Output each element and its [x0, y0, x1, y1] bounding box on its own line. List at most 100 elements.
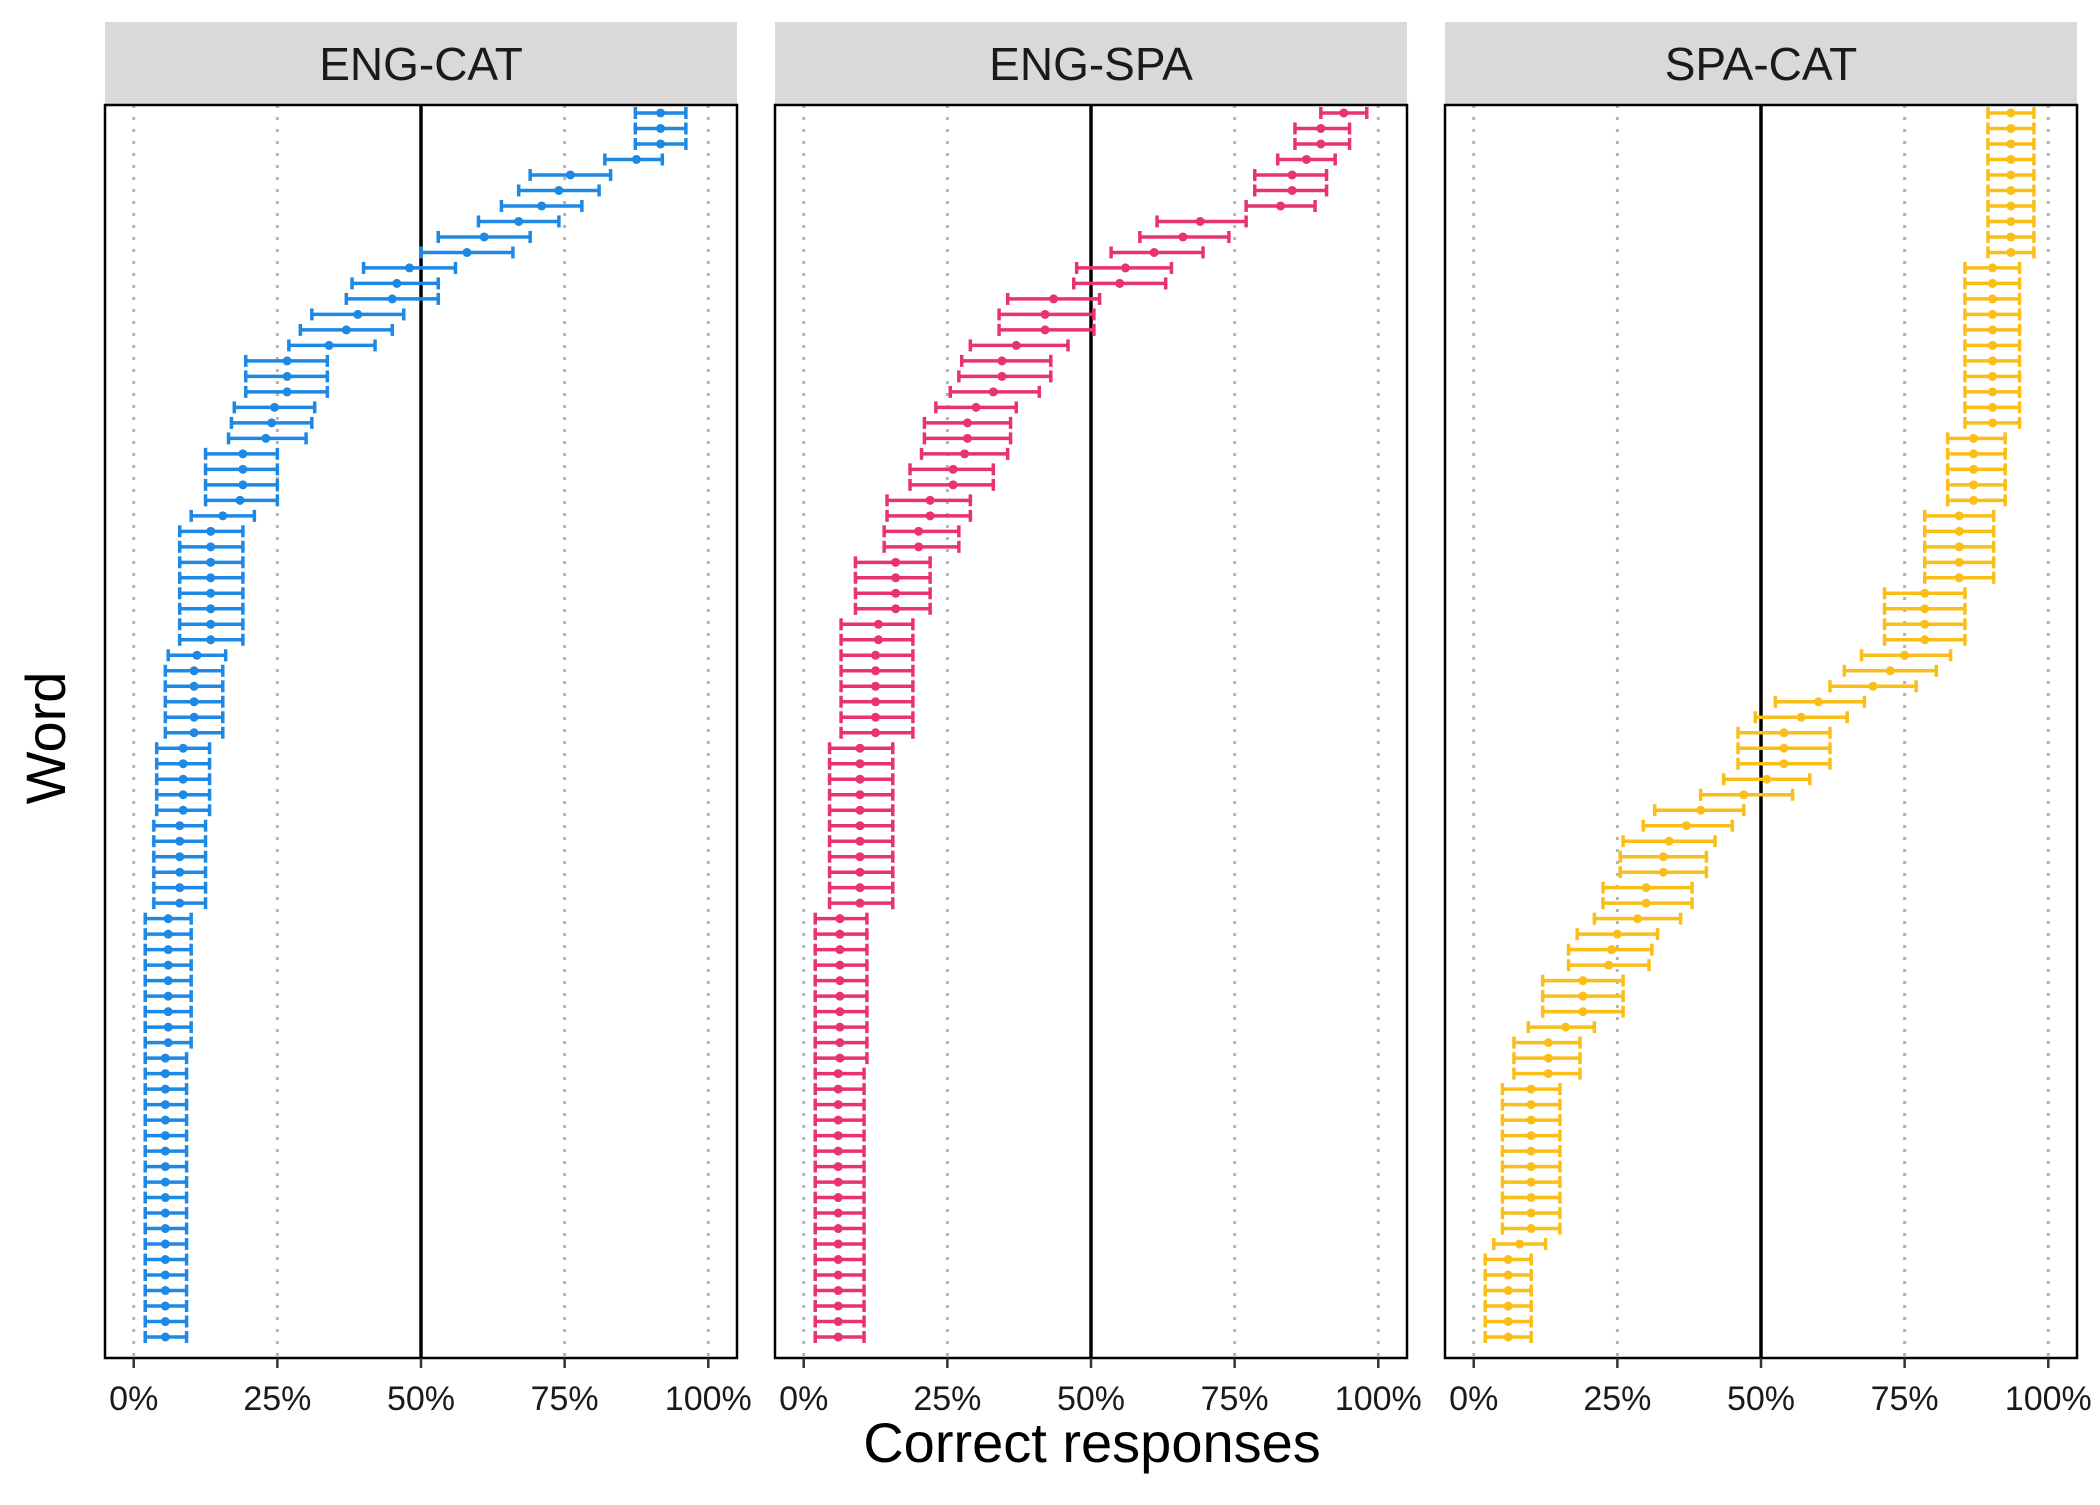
errorbar-mark: [813, 1036, 869, 1049]
data-point: [833, 1069, 843, 1079]
errorbar-mark: [152, 897, 208, 910]
errorbar-mark: [813, 928, 869, 941]
data-point: [656, 108, 666, 118]
data-point: [235, 495, 245, 505]
data-point: [833, 1332, 843, 1342]
errorbar-mark: [813, 1114, 866, 1127]
errorbar-mark: [516, 184, 601, 197]
errorbar-mark: [143, 943, 193, 956]
facet-strip: [775, 22, 1407, 105]
errorbar-mark: [1500, 1176, 1562, 1189]
errorbar-mark: [813, 943, 869, 956]
data-point: [163, 945, 173, 955]
data-point: [948, 464, 958, 474]
data-point: [891, 604, 901, 614]
data-point: [1503, 1317, 1513, 1327]
errorbar-mark: [1500, 1191, 1562, 1204]
errorbar-mark: [908, 463, 996, 476]
errorbar-mark: [154, 788, 212, 801]
data-point: [871, 728, 881, 738]
errorbar-mark: [203, 494, 280, 507]
data-point: [206, 588, 216, 598]
data-point: [2006, 232, 2016, 242]
errorbar-mark: [361, 261, 458, 274]
errorbar-mark: [885, 509, 973, 522]
errorbar-mark: [528, 168, 613, 181]
data-point: [160, 1193, 170, 1203]
data-point: [1316, 139, 1326, 149]
errorbar-mark: [827, 850, 895, 863]
facet-strip-label: ENG-SPA: [989, 38, 1193, 90]
errorbar-mark: [476, 215, 561, 228]
errorbar-mark: [154, 742, 212, 755]
data-point: [238, 449, 248, 459]
errorbar-mark: [1512, 1036, 1582, 1049]
errorbar-mark: [244, 385, 330, 398]
x-tick-label: 100%: [1335, 1380, 1422, 1418]
errorbar-mark: [203, 478, 280, 491]
data-point: [282, 387, 292, 397]
data-point: [160, 1053, 170, 1063]
errorbar-mark: [1986, 246, 2036, 259]
errorbar-mark: [1005, 292, 1102, 305]
data-point: [1526, 1131, 1536, 1141]
data-point: [1954, 542, 1964, 552]
data-point: [163, 914, 173, 924]
errorbar-mark: [203, 463, 280, 476]
errorbar-mark: [143, 1176, 189, 1189]
data-point: [554, 185, 564, 195]
data-point: [833, 1084, 843, 1094]
data-point: [833, 1115, 843, 1125]
data-point: [1920, 604, 1930, 614]
data-point: [835, 1053, 845, 1063]
data-point: [1178, 232, 1188, 242]
x-tick-label: 25%: [1583, 1380, 1651, 1418]
errorbar-mark: [827, 881, 895, 894]
errorbar-mark: [163, 680, 225, 693]
data-point: [997, 356, 1007, 366]
errorbar-mark: [1986, 184, 2036, 197]
data-point: [1779, 743, 1789, 753]
data-point: [855, 852, 865, 862]
errorbar-mark: [1922, 525, 1996, 538]
errorbar-mark: [436, 230, 532, 243]
data-point: [1287, 185, 1297, 195]
x-tick-label: 25%: [913, 1380, 981, 1418]
data-point: [1526, 1162, 1536, 1172]
errorbar-mark: [633, 107, 688, 119]
errorbar-mark: [1945, 463, 2007, 476]
errorbar-mark: [813, 1052, 869, 1065]
errorbar-mark: [143, 1052, 189, 1065]
data-point: [873, 619, 883, 629]
data-point: [160, 1224, 170, 1234]
data-point: [914, 526, 924, 536]
errorbar-mark: [603, 153, 665, 166]
data-point: [1526, 1193, 1536, 1203]
errorbar-mark: [229, 416, 314, 429]
data-point: [163, 991, 173, 1001]
errorbar-mark: [1492, 1238, 1548, 1251]
data-point: [479, 232, 489, 242]
data-point: [835, 1038, 845, 1048]
errorbar-mark: [813, 1315, 866, 1328]
errorbar-mark: [232, 401, 317, 414]
errorbar-mark: [163, 711, 225, 724]
errorbar-mark: [1483, 1269, 1533, 1282]
errorbar-mark: [827, 788, 895, 801]
errorbar-mark: [853, 587, 932, 600]
data-point: [1287, 170, 1297, 180]
errorbar-mark: [1483, 1331, 1533, 1343]
data-point: [871, 697, 881, 707]
data-point: [2006, 216, 2016, 226]
errorbar-mark: [1922, 571, 1996, 584]
errorbar-mark: [1986, 168, 2036, 181]
data-point: [833, 1239, 843, 1249]
data-point: [261, 433, 271, 443]
data-point: [206, 526, 216, 536]
data-point: [1920, 635, 1930, 645]
errorbar-mark: [154, 804, 212, 817]
data-point: [1969, 464, 1979, 474]
errorbar-mark: [1138, 230, 1231, 243]
data-point: [833, 1162, 843, 1172]
data-point: [1543, 1038, 1553, 1048]
